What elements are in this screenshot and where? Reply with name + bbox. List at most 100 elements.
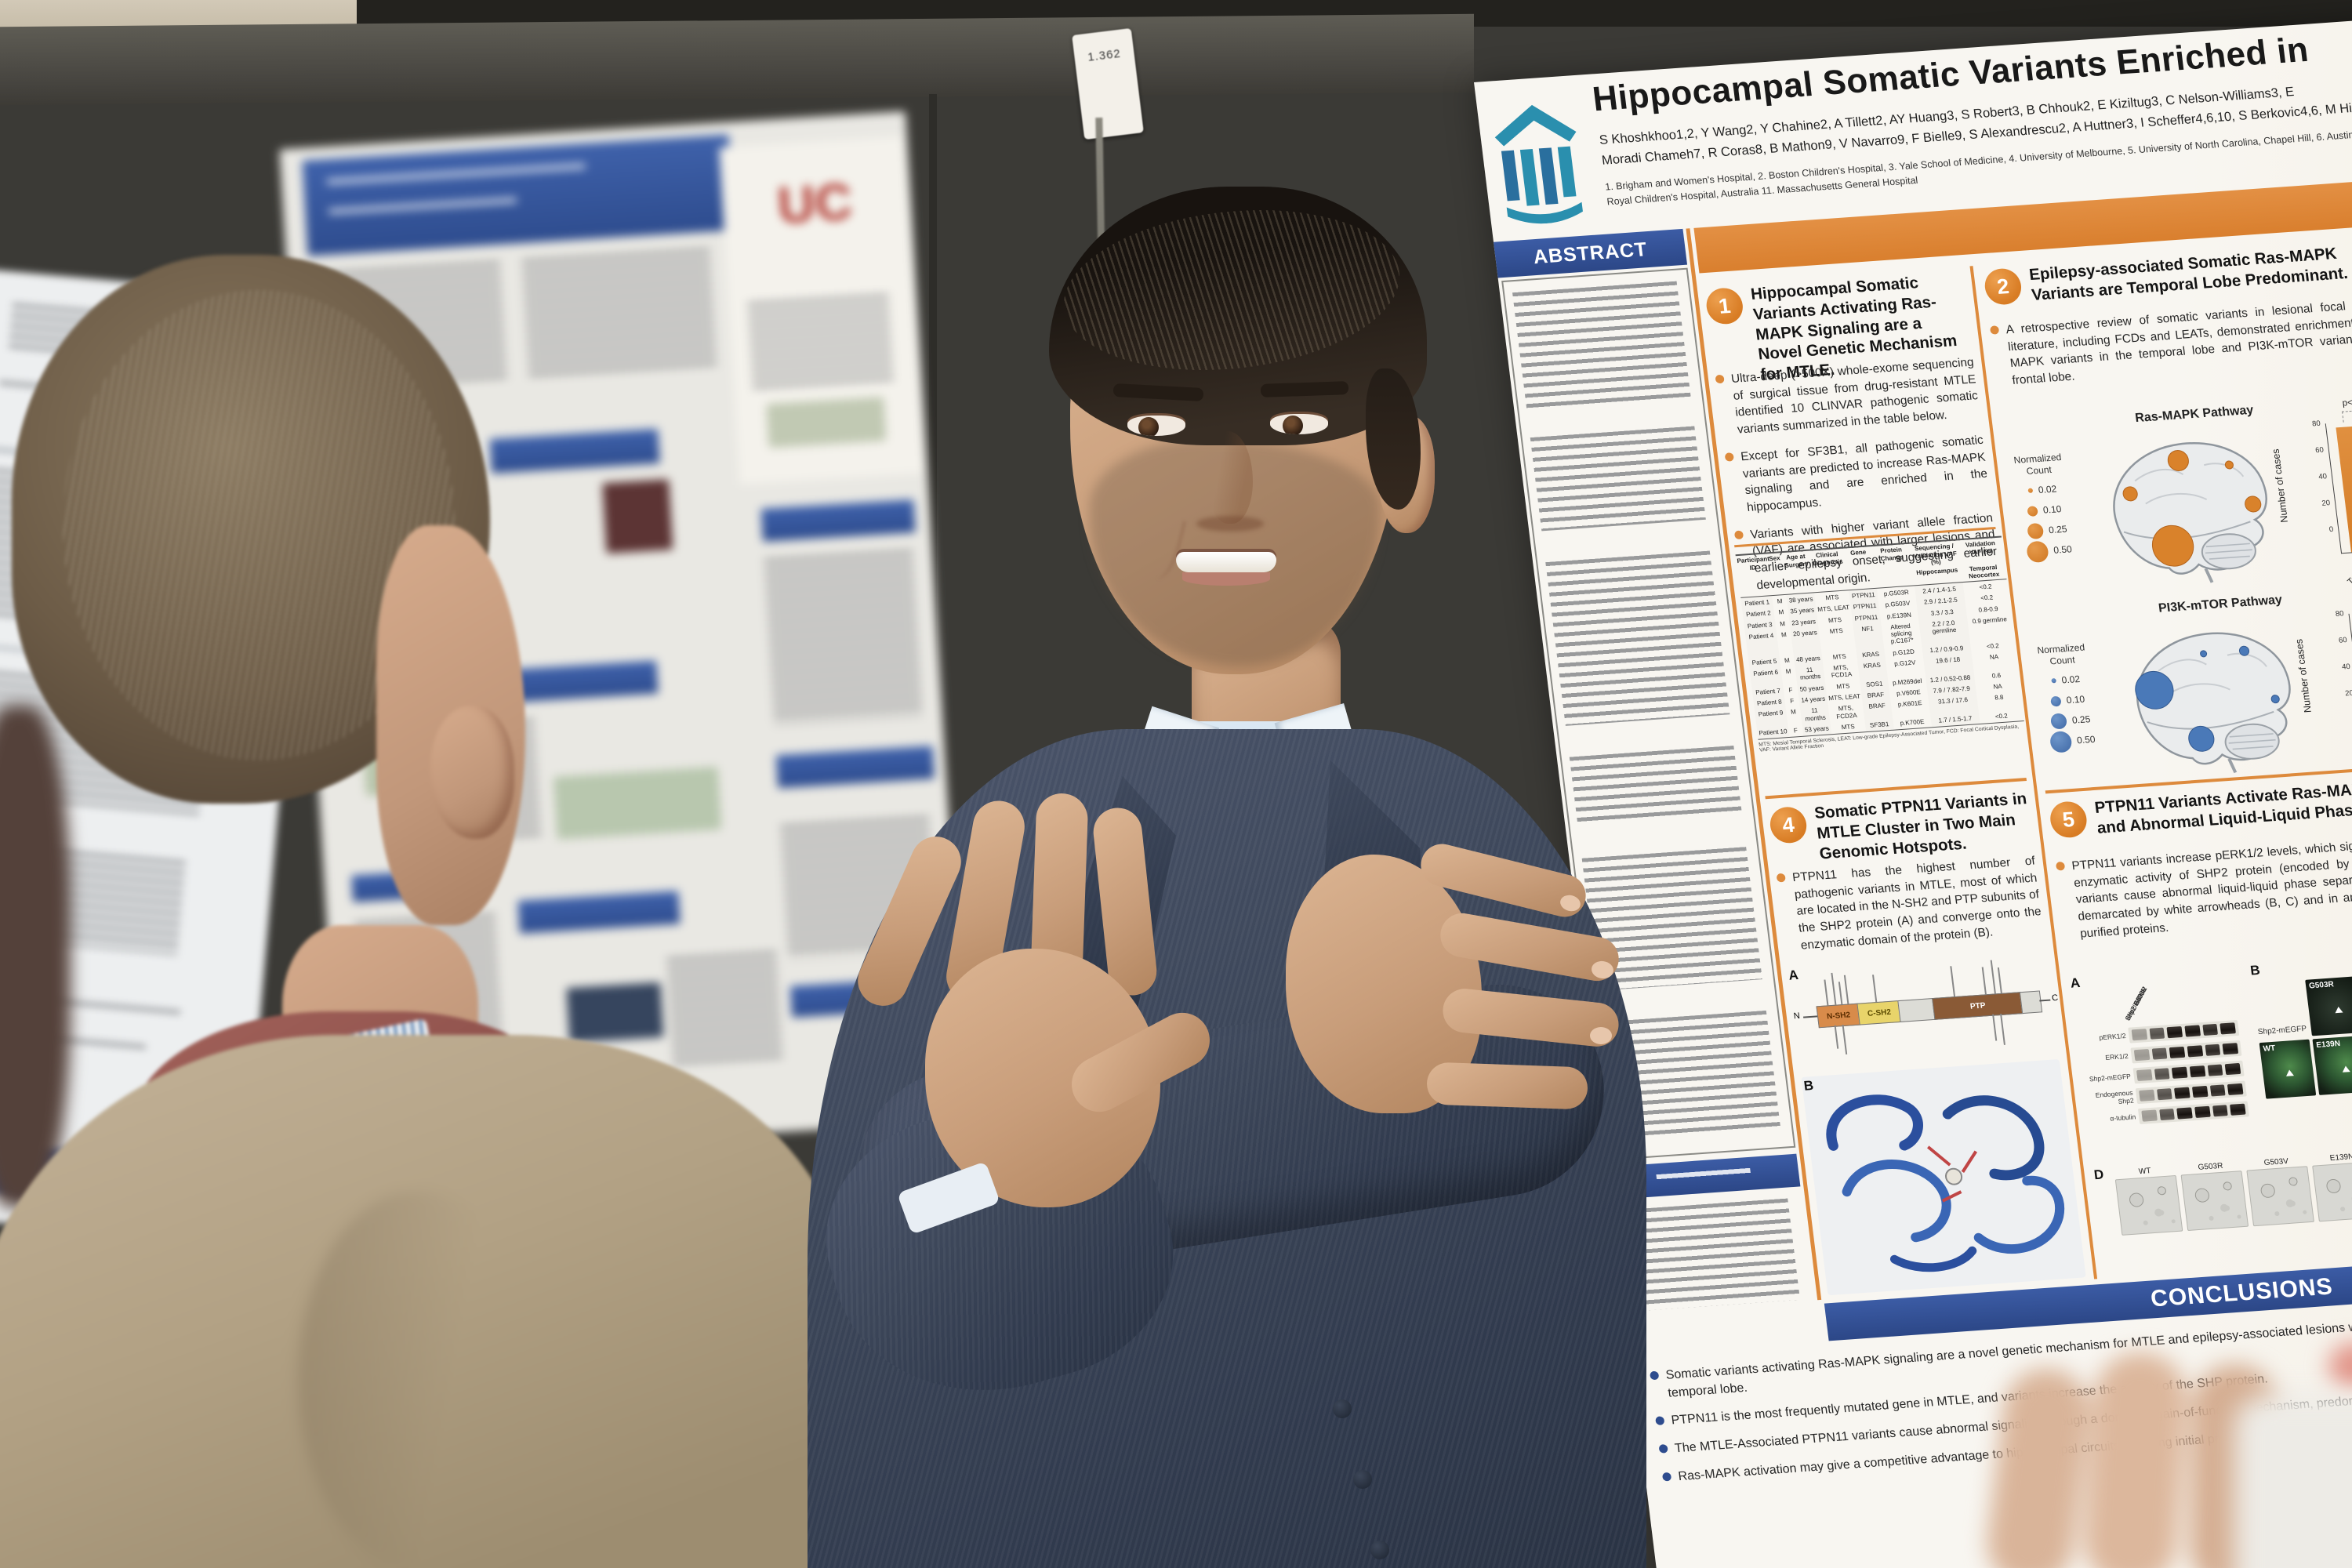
y-tick: 40 [2341, 662, 2351, 672]
legend-bubble [2051, 678, 2057, 684]
bullet-dot [1724, 452, 1734, 462]
y-tick: 40 [2318, 472, 2328, 482]
listener-blazer-fold [298, 1192, 533, 1568]
panel-a-label: A [2069, 975, 2082, 991]
presenter-person [784, 180, 1662, 1568]
chart-yticks: 80 60 40 20 0 [2326, 609, 2352, 742]
col-header: Participant ID [1737, 555, 1770, 572]
presenter-hair [1049, 187, 1427, 445]
listener-jacket-shadow [0, 706, 71, 1207]
foreground-fabric-blur [2234, 1396, 2352, 1568]
bullet-item: A retrospective review of somatic varian… [1989, 295, 2352, 391]
blot-row-label: pERK1/2 [2098, 1031, 2127, 1042]
main-poster: Hippocampal Somatic Variants Enriched in… [1474, 11, 2352, 1568]
presenter-smile-teeth [1176, 552, 1276, 572]
n-terminus: N [1793, 1011, 1801, 1022]
y-tick: 20 [2344, 688, 2352, 699]
presenter-eye-right [1270, 414, 1328, 434]
y-tick: 0 [2328, 524, 2334, 535]
col-header: Gene [1849, 548, 1867, 557]
blot-row-label: Endogenous Shp2 [2095, 1088, 2135, 1105]
bullet-item: PTPN11 has the highest number of pathoge… [1776, 853, 2044, 956]
bar-temporal [2336, 426, 2352, 553]
col-header: Sequencing / Validation VAF (%) [1912, 542, 1958, 566]
presenter-nostril-shadow [1196, 516, 1264, 532]
cell-image-tile: G503R [2305, 975, 2352, 1036]
sleeve-button [1353, 1470, 1372, 1489]
domain-csh2: C-SH2 [1857, 1000, 1902, 1025]
legend-bubble [2050, 695, 2062, 707]
listener-ear [430, 706, 514, 839]
y-tick: 60 [2338, 636, 2348, 645]
cell-image-tile: E139N [2312, 1035, 2352, 1095]
poster-title: Hippocampal Somatic Variants Enriched in [1590, 30, 2311, 119]
bullet-item: Ultra-deep (>500X) whole-exome sequencin… [1715, 354, 1981, 439]
brain-diagram-pi3k [2102, 612, 2317, 786]
y-tick: 60 [2314, 445, 2325, 456]
droplet-image [2312, 1161, 2352, 1222]
pi3k-figure-label: PI3K-mTOR Pathway [2158, 593, 2283, 615]
conclusions-label: CONCLUSIONS [2149, 1273, 2335, 1312]
legend-title: Normalized Count [2013, 451, 2063, 477]
col-header: Clinical Diagnosis [1812, 550, 1844, 567]
bullet-dot [1661, 1472, 1672, 1482]
c-terminus: C [2051, 993, 2059, 1004]
legend-row: 0.25 [2046, 709, 2093, 732]
droplet-panel: D WT G503R G503V [2093, 1145, 2352, 1261]
section5-bullets: PTPN11 variants increase pERK1/2 levels,… [2055, 830, 2352, 953]
presenter-right-finger [1426, 1062, 1588, 1110]
legend-row: 0.25 [2024, 518, 2071, 542]
legend-row: 0.10 [2020, 499, 2067, 522]
presenter-lower-lip [1182, 572, 1270, 586]
droplet-tile: WT [2114, 1165, 2183, 1236]
y-tick: 20 [2321, 499, 2331, 508]
panel-b-label: B [2249, 962, 2261, 978]
bullet-dot [1776, 873, 1786, 883]
droplet-tile: E139N [2311, 1151, 2352, 1222]
presenter-eye-left [1127, 416, 1185, 436]
section2-title: Epilepsy-associated Somatic Ras-MAPK Var… [2027, 244, 2349, 304]
western-blot-panel: A vehicle Shp2 WT Shp2 G503R Shp2 G503V Shp2… [2070, 964, 2256, 1155]
domain-nsh2: N-SH2 [1816, 1003, 1861, 1029]
ras-mapk-figure-label: Ras-MAPK Pathway [2134, 403, 2255, 426]
bubble-legend: 0.02 0.10 0.25 0.50 [2042, 668, 2096, 753]
legend-bubble [2025, 539, 2050, 563]
legend-title: Normalized Count [2036, 641, 2085, 667]
board-number: 1.362 [1087, 46, 1122, 64]
domain-ptp: PTP [1932, 992, 2024, 1020]
p-value: p<0.001 [2342, 396, 2352, 408]
fingernail [1590, 1027, 1612, 1044]
foreground-hand-blur [1960, 1333, 2352, 1568]
y-tick: 0 [2339, 715, 2352, 742]
section2-bullets: A retrospective review of somatic varian… [1989, 295, 2352, 401]
blot-row-label: α-tubulin [2109, 1112, 2136, 1123]
droplet-tile: G503R [2180, 1160, 2249, 1232]
legend-row: 0.02 [2042, 668, 2089, 691]
section4-title: Somatic PTPN11 Variants in MTLE Cluster … [1813, 789, 2028, 863]
panel-a-label: A [1788, 967, 1799, 983]
pi3k-mtor-figure: PI3K-mTOR Pathway Normalized Count 0.02 0… [2025, 582, 2352, 786]
domain-tail [2019, 990, 2043, 1014]
col-header: Protein Change [1879, 546, 1904, 562]
droplet-tile: G503V [2245, 1156, 2314, 1227]
droplet-image [2246, 1166, 2314, 1227]
bullet-item: PTPN11 variants increase pERK1/2 levels,… [2055, 830, 2352, 943]
panel-d-label: D [2092, 1167, 2105, 1183]
panel-b-label: B [1802, 1077, 1815, 1094]
blot-row-label: Shp2-mEGFP [2089, 1072, 2132, 1083]
x-category: Temporal [2345, 555, 2352, 587]
legend-row: 0.10 [2044, 688, 2091, 712]
board-number-sign: 1.362 [1072, 27, 1144, 140]
institution-logo [1487, 97, 1590, 227]
section1-number: 1 [1704, 286, 1745, 325]
legend-row: 0.50 [2049, 729, 2096, 753]
sleeve-button [1370, 1541, 1389, 1559]
y-tick: 80 [2335, 609, 2345, 619]
sleeve-button [1333, 1399, 1352, 1418]
legend-bubble [2049, 730, 2073, 753]
section2-number: 2 [1983, 267, 2024, 307]
section5-number: 5 [2048, 800, 2089, 839]
presenter-nose [1207, 431, 1253, 524]
col-header: Age at Surgery [1784, 553, 1809, 569]
